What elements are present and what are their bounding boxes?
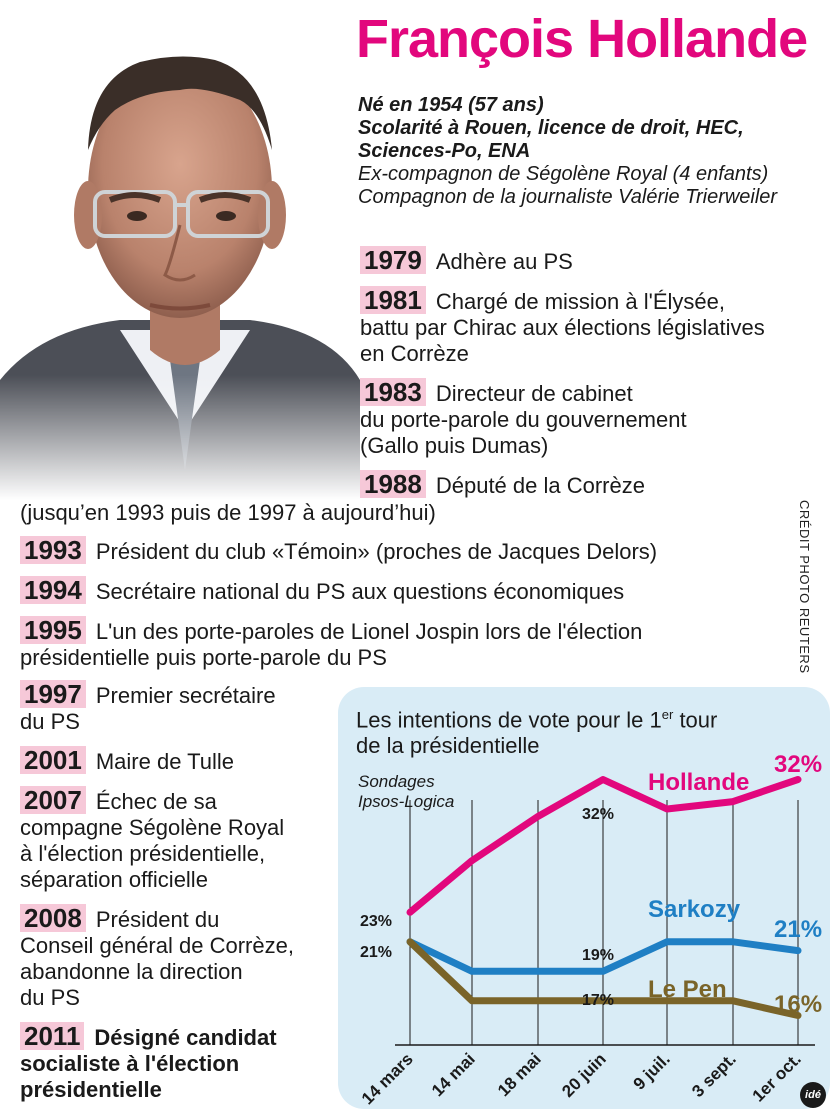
chart-source: Sondages Ipsos-Logica	[358, 772, 454, 812]
x-tick-label: 14 mars	[358, 1049, 417, 1108]
timeline-text: Directeur de cabinet	[435, 381, 633, 406]
timeline-text: en Corrèze	[360, 341, 469, 366]
timeline-text: séparation officielle	[20, 867, 208, 892]
timeline-year: 1988	[360, 470, 426, 498]
timeline-item-1988-cont: (jusqu’en 1993 puis de 1997 à aujourd’hu…	[20, 500, 436, 526]
timeline-year: 2008	[20, 904, 86, 932]
timeline-year: 2011	[20, 1022, 85, 1050]
data-label: 32%	[774, 751, 822, 778]
timeline-year: 1983	[360, 378, 426, 406]
timeline-year: 1995	[20, 616, 86, 644]
timeline-item-2011: 2011 Désigné candidat socialiste à l'élec…	[20, 1022, 277, 1103]
timeline-item-2007: 2007 Échec de sa compagne Ségolène Royal …	[20, 786, 284, 893]
timeline-text: présidentielle puis porte-parole du PS	[20, 645, 387, 670]
timeline-text: Maire de Tulle	[95, 749, 235, 774]
x-tick-label: 1er oct.	[749, 1049, 805, 1105]
data-label: 23%	[360, 913, 392, 930]
timeline-text: Adhère au PS	[435, 249, 573, 274]
timeline-text: Chargé de mission à l'Élysée,	[435, 289, 725, 314]
series-line-le-pen	[406, 938, 802, 1019]
timeline-text: (jusqu’en 1993 puis de 1997 à aujourd’hu…	[20, 500, 436, 525]
series-name-label: Hollande	[648, 769, 749, 796]
chart-source-line: Sondages	[358, 772, 435, 791]
timeline-item-1993: 1993 Président du club «Témoin» (proches …	[20, 536, 657, 565]
data-label: 16%	[774, 991, 822, 1018]
timeline-year: 2001	[20, 746, 86, 774]
timeline-item-1994: 1994 Secrétaire national du PS aux questi…	[20, 576, 624, 605]
timeline-year: 1997	[20, 680, 86, 708]
timeline-item-1981: 1981 Chargé de mission à l'Élysée, battu …	[360, 286, 765, 367]
timeline-item-2001: 2001 Maire de Tulle	[20, 746, 234, 775]
timeline-year: 1993	[20, 536, 86, 564]
timeline-text: Député de la Corrèze	[435, 473, 645, 498]
data-label: 17%	[582, 992, 614, 1009]
x-tick-label: 18 mai	[494, 1049, 545, 1100]
chart-title: Les intentions de vote pour le 1er tour …	[356, 702, 717, 759]
x-tick-label: 20 juin	[558, 1049, 610, 1101]
series-line-hollande	[406, 776, 802, 916]
data-label: 21%	[360, 944, 392, 961]
series-name-label: Sarkozy	[648, 896, 741, 923]
data-label: 32%	[582, 806, 614, 823]
chart-title-part: Les intentions de vote pour le 1	[356, 707, 662, 733]
timeline-item-2008: 2008 Président du Conseil général de Corr…	[20, 904, 294, 1011]
data-label: 19%	[582, 947, 614, 964]
timeline-year: 2007	[20, 786, 86, 814]
timeline-text: L'un des porte-paroles de Lionel Jospin …	[95, 619, 643, 644]
timeline-text: Premier secrétaire	[95, 683, 276, 708]
x-tick-label: 14 mai	[428, 1049, 479, 1100]
timeline-year: 1981	[360, 286, 426, 314]
timeline-text: Président du	[95, 907, 220, 932]
portrait-photo	[0, 0, 360, 500]
chart-title-line2: de la présidentielle	[356, 733, 540, 759]
timeline-text: abandonne la direction	[20, 959, 243, 984]
timeline-year: 1994	[20, 576, 86, 604]
timeline-text: (Gallo puis Dumas)	[360, 433, 549, 458]
bio-education: Scolarité à Rouen, licence de droit, HEC…	[358, 117, 744, 139]
timeline-item-1997: 1997 Premier secrétaire du PS	[20, 680, 276, 735]
timeline-text: Secrétaire national du PS aux questions …	[95, 579, 625, 604]
timeline-text: du PS	[20, 709, 80, 734]
timeline-text: Conseil général de Corrèze,	[20, 933, 294, 958]
timeline-text: Président du club «Témoin» (proches de J…	[95, 539, 658, 564]
timeline-text: Échec de sa	[95, 789, 217, 814]
chart-title-sup: er	[661, 707, 674, 722]
series-line-sarkozy	[406, 938, 802, 975]
bio-education-cont: Sciences-Po, ENA	[358, 140, 531, 162]
timeline-text: battu par Chirac aux élections législati…	[360, 315, 765, 340]
timeline-year: 1979	[360, 246, 426, 274]
bio-partner: Compagnon de la journaliste Valérie Trie…	[358, 186, 778, 208]
timeline-item-1995: 1995 L'un des porte-paroles de Lionel Jos…	[20, 616, 642, 671]
timeline-text: Désigné candidat	[94, 1025, 277, 1050]
series-name-label: Le Pen	[648, 976, 727, 1003]
timeline-item-1979: 1979 Adhère au PS	[360, 246, 573, 275]
timeline-text: à l'élection présidentielle,	[20, 841, 266, 866]
chart-source-line: Ipsos-Logica	[358, 792, 455, 811]
timeline-item-1988: 1988 Député de la Corrèze	[360, 470, 645, 499]
timeline-item-1983: 1983 Directeur de cabinet du porte-parole…	[360, 378, 687, 459]
timeline-text: présidentielle	[20, 1077, 162, 1102]
chart-title-part: tour	[673, 707, 718, 733]
x-tick-label: 9 juil.	[630, 1049, 674, 1093]
chart-panel	[338, 687, 830, 1109]
bio-block: Né en 1954 (57 ans) Scolarité à Rouen, l…	[358, 94, 777, 209]
page-title: François Hollande	[356, 9, 808, 69]
timeline-text: compagne Ségolène Royal	[20, 815, 285, 840]
timeline-text: socialiste à l'élection	[20, 1051, 240, 1076]
bio-birth: Né en 1954 (57 ans)	[358, 94, 544, 116]
x-tick-label: 3 sept.	[688, 1049, 740, 1101]
timeline-text: du PS	[20, 985, 80, 1010]
timeline-text: du porte-parole du gouvernement	[360, 407, 687, 432]
bio-ex-partner: Ex-compagnon de Ségolène Royal (4 enfant…	[358, 163, 769, 185]
data-label: 21%	[774, 916, 822, 943]
publisher-logo: idé	[800, 1082, 826, 1108]
